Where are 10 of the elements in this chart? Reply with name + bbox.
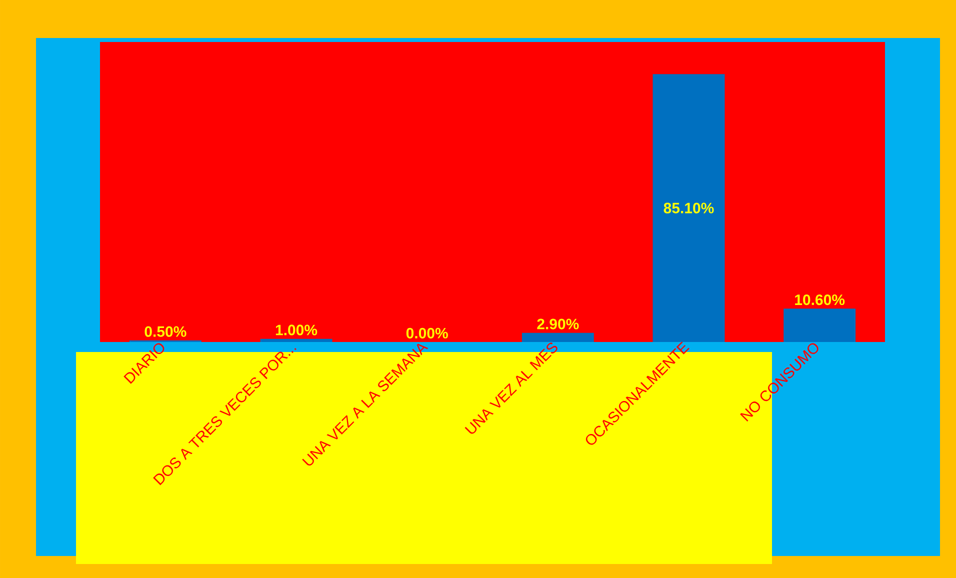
data-label: 0.50% (144, 326, 186, 337)
data-label: 1.00% (276, 324, 318, 336)
bar (652, 74, 725, 342)
bar (784, 308, 856, 342)
data-label: 2.90% (537, 318, 579, 330)
bar (522, 332, 594, 342)
data-label: 85.10% (664, 202, 714, 214)
data-label: 0.00% (406, 328, 448, 338)
bar (260, 338, 332, 342)
data-label: 10.60% (795, 294, 845, 306)
